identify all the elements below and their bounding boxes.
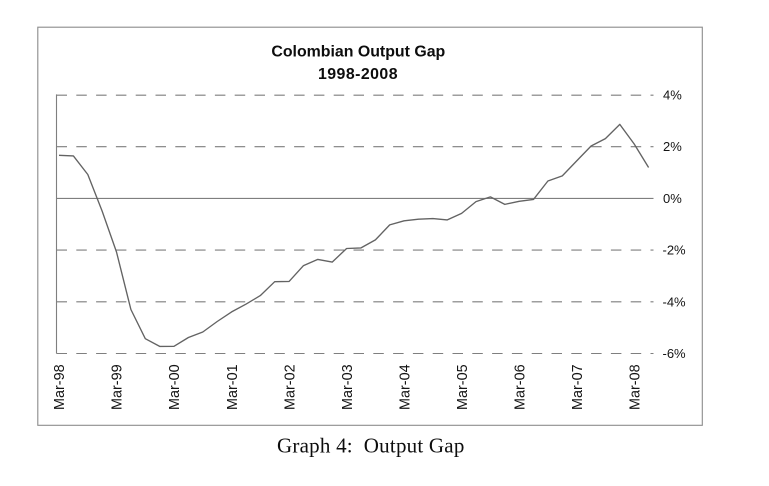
svg-text:Mar-01: Mar-01 <box>225 364 241 410</box>
svg-text:Mar-98: Mar-98 <box>52 364 68 410</box>
svg-text:Mar-06: Mar-06 <box>512 364 528 410</box>
svg-text:Mar-02: Mar-02 <box>282 364 298 410</box>
svg-text:Graph 4: Output Gap: Graph 4: Output Gap <box>277 434 465 458</box>
svg-text:Mar-07: Mar-07 <box>570 364 586 410</box>
svg-text:-4%: -4% <box>663 294 687 309</box>
svg-text:Mar-04: Mar-04 <box>397 364 413 410</box>
svg-text:0%: 0% <box>663 191 682 206</box>
svg-text:Mar-05: Mar-05 <box>455 364 471 410</box>
svg-text:1998-2008: 1998-2008 <box>318 66 398 83</box>
svg-text:Colombian Output Gap: Colombian Output Gap <box>271 43 445 60</box>
svg-text:-2%: -2% <box>663 243 687 258</box>
svg-text:Mar-03: Mar-03 <box>340 364 356 410</box>
svg-text:Mar-08: Mar-08 <box>627 364 643 410</box>
svg-text:-6%: -6% <box>663 346 687 361</box>
svg-text:Mar-00: Mar-00 <box>167 364 183 410</box>
svg-text:Mar-99: Mar-99 <box>110 364 126 410</box>
svg-text:4%: 4% <box>663 88 682 103</box>
svg-text:2%: 2% <box>663 139 682 154</box>
